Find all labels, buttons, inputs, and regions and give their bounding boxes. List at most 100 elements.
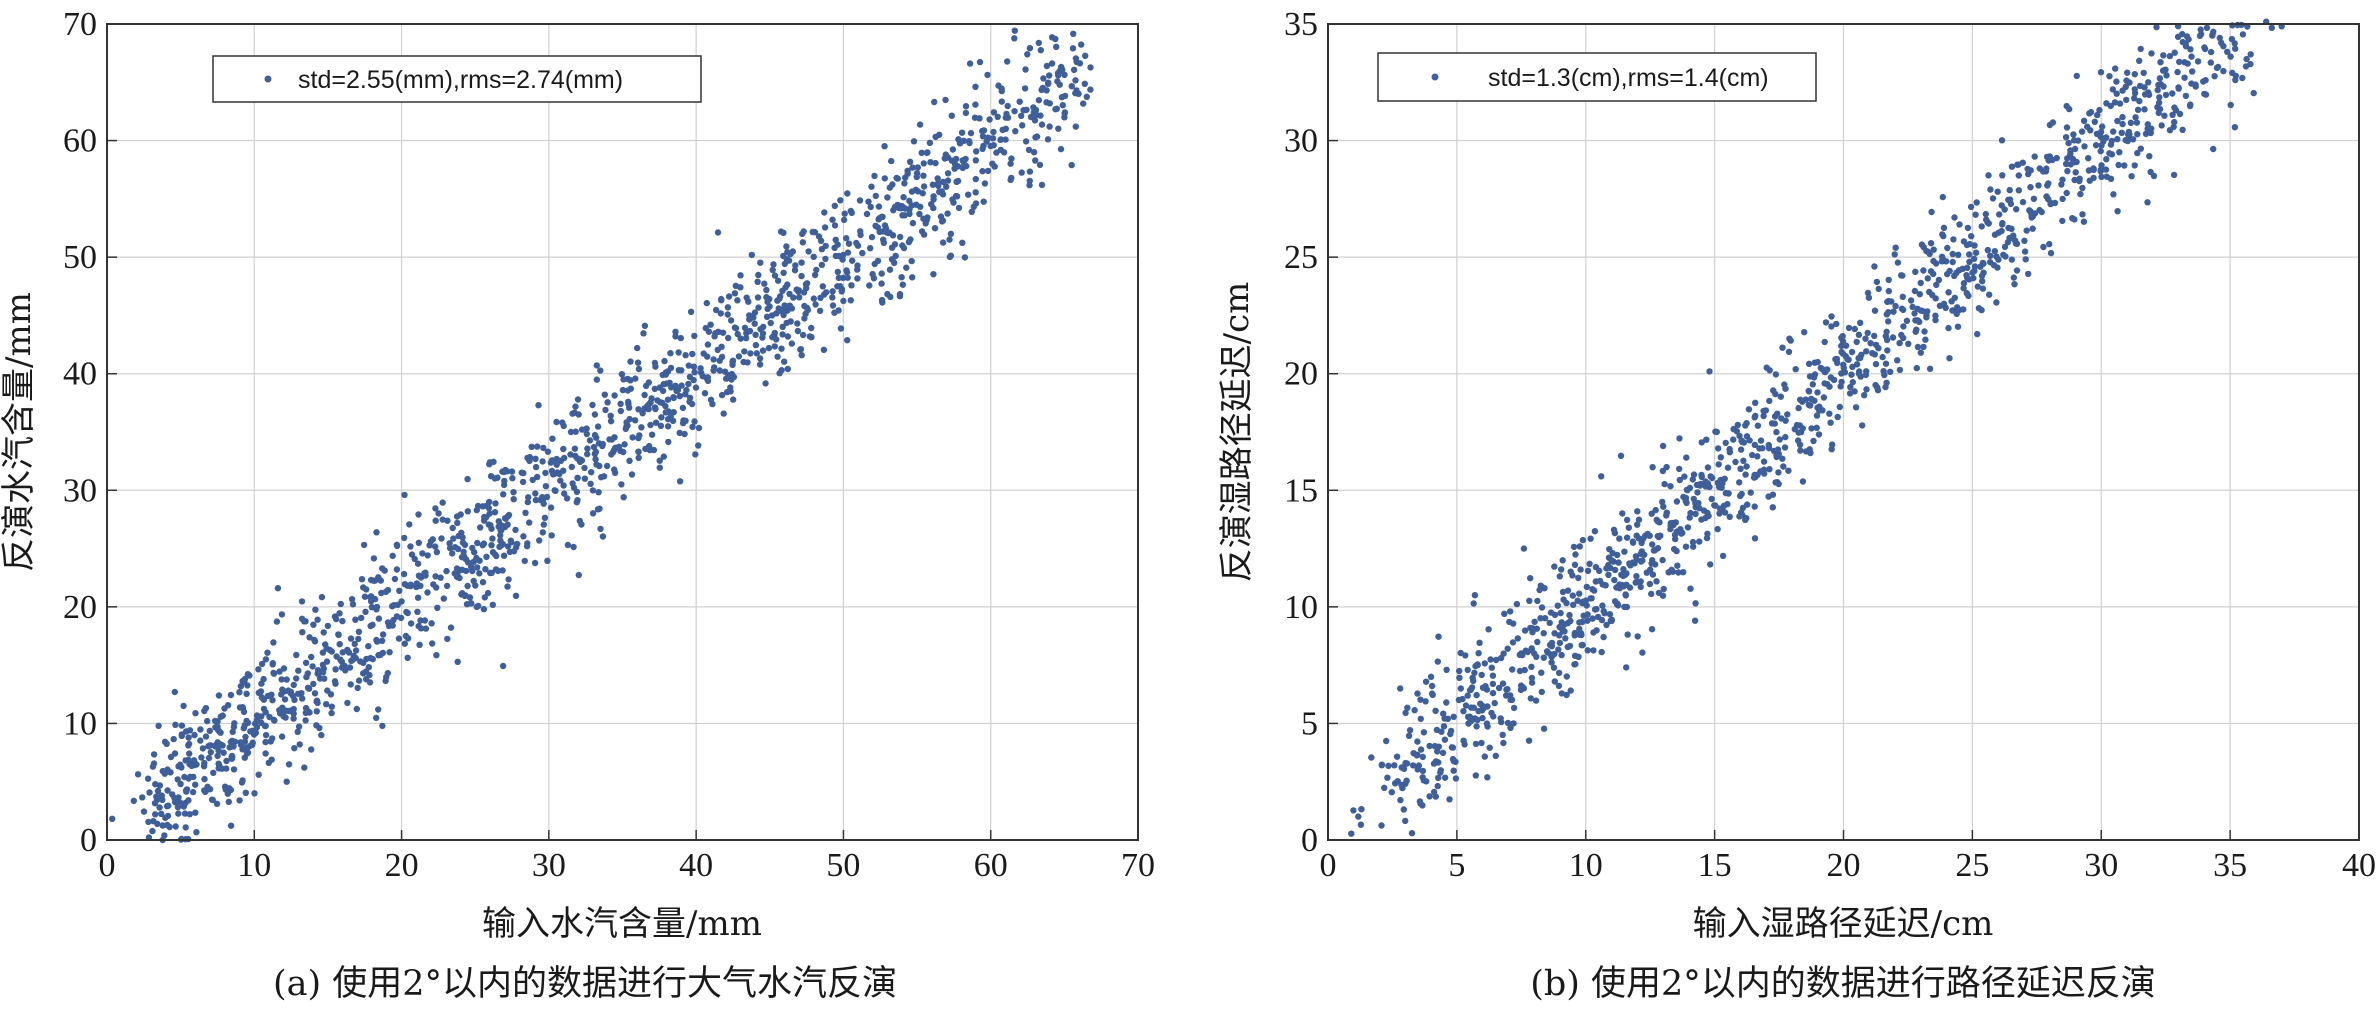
scatter-point [1540, 725, 1548, 732]
scatter-point [488, 569, 495, 576]
scatter-point [1517, 686, 1525, 693]
scatter-point [1888, 298, 1895, 305]
scatter-point [2127, 119, 2135, 127]
scatter-point [2086, 110, 2093, 117]
scatter-point [1432, 707, 1439, 714]
scatter-point [479, 579, 487, 586]
scatter-point [1773, 452, 1780, 459]
scatter-point [1874, 387, 1882, 394]
scatter-point [293, 651, 300, 659]
scatter-point [881, 143, 888, 150]
scatter-point [1350, 807, 1357, 814]
scatter-point [212, 717, 219, 725]
scatter-point [2169, 90, 2176, 97]
scatter-point [571, 445, 579, 452]
scatter-point [1801, 329, 1808, 336]
scatter-point [2030, 195, 2038, 202]
scatter-point [676, 429, 683, 437]
scatter-point [2161, 112, 2168, 119]
scatter-point [811, 271, 819, 279]
scatter-point [1899, 272, 1906, 279]
scatter-point [2059, 195, 2066, 203]
scatter-point [2158, 122, 2165, 129]
scatter-point [1562, 635, 1569, 642]
scatter-point [626, 457, 633, 464]
scatter-point [1894, 357, 1901, 364]
scatter-point [677, 334, 684, 342]
scatter-point [547, 504, 555, 511]
scatter-point [625, 400, 632, 408]
scatter-point [1564, 620, 1571, 627]
scatter-point [1464, 692, 1471, 699]
scatter-point [617, 407, 624, 415]
scatter-point [1368, 754, 1375, 761]
scatter-point [714, 346, 721, 354]
scatter-point [504, 543, 512, 550]
scatter-point [667, 364, 675, 372]
scatter-point [1509, 639, 1517, 646]
scatter-point [1638, 539, 1645, 547]
scatter-point [139, 794, 146, 801]
scatter-point [205, 754, 213, 762]
scatter-point [2137, 145, 2144, 152]
scatter-point [1781, 444, 1789, 451]
scatter-point [151, 800, 159, 807]
scatter-point [1760, 407, 1767, 415]
scatter-point [950, 199, 957, 206]
scatter-point [2131, 86, 2138, 93]
scatter-point [1847, 383, 1854, 391]
scatter-point [1603, 621, 1610, 629]
scatter-point [2026, 207, 2033, 214]
scatter-point [990, 109, 998, 116]
scatter-point [1719, 480, 1726, 487]
scatter-point [1584, 611, 1591, 618]
scatter-point [1944, 244, 1951, 252]
scatter-point [2181, 74, 2188, 81]
scatter-point [916, 121, 924, 128]
scatter-point [1035, 39, 1043, 47]
scatter-point [2224, 48, 2231, 55]
scatter-point [734, 297, 741, 304]
scatter-point [1837, 383, 1844, 390]
scatter-point [1900, 323, 1907, 330]
scatter-point [595, 489, 602, 496]
scatter-point [1660, 503, 1667, 510]
scatter-point [258, 660, 266, 668]
scatter-point [2027, 184, 2034, 191]
scatter-point [210, 769, 217, 776]
y-axis-label-b: 反演湿路径延迟/cm [1217, 282, 1257, 583]
scatter-point [675, 349, 682, 356]
scatter-point [332, 666, 339, 673]
scatter-point [648, 395, 655, 402]
scatter-point [837, 197, 844, 204]
scatter-point [391, 575, 399, 583]
scatter-point [641, 322, 649, 329]
scatter-point [2015, 187, 2023, 194]
scatter-point [150, 751, 158, 758]
scatter-point [373, 636, 380, 644]
scatter-point [1506, 618, 1513, 626]
scatter-point [1527, 575, 1534, 582]
scatter-point [634, 344, 641, 352]
scatter-point [216, 728, 223, 735]
scatter-point [581, 464, 588, 472]
scatter-point [2268, 24, 2275, 31]
scatter-point [1912, 328, 1919, 335]
scatter-point [966, 139, 973, 147]
scatter-point [1948, 298, 1955, 305]
scatter-point [745, 298, 752, 305]
scatter-point [1846, 390, 1854, 397]
scatter-point [239, 678, 246, 685]
scatter-point [652, 419, 660, 426]
scatter-point [1469, 674, 1476, 681]
scatter-point [2116, 100, 2124, 107]
scatter-point [549, 435, 556, 442]
scatter-point [280, 665, 288, 672]
scatter-point [1909, 303, 1916, 311]
scatter-point [230, 723, 238, 731]
scatter-point [1862, 335, 1869, 342]
scatter-point [1887, 368, 1894, 375]
scatter-point [751, 309, 759, 316]
scatter-point [2091, 118, 2098, 126]
scatter-point [2103, 100, 2110, 107]
